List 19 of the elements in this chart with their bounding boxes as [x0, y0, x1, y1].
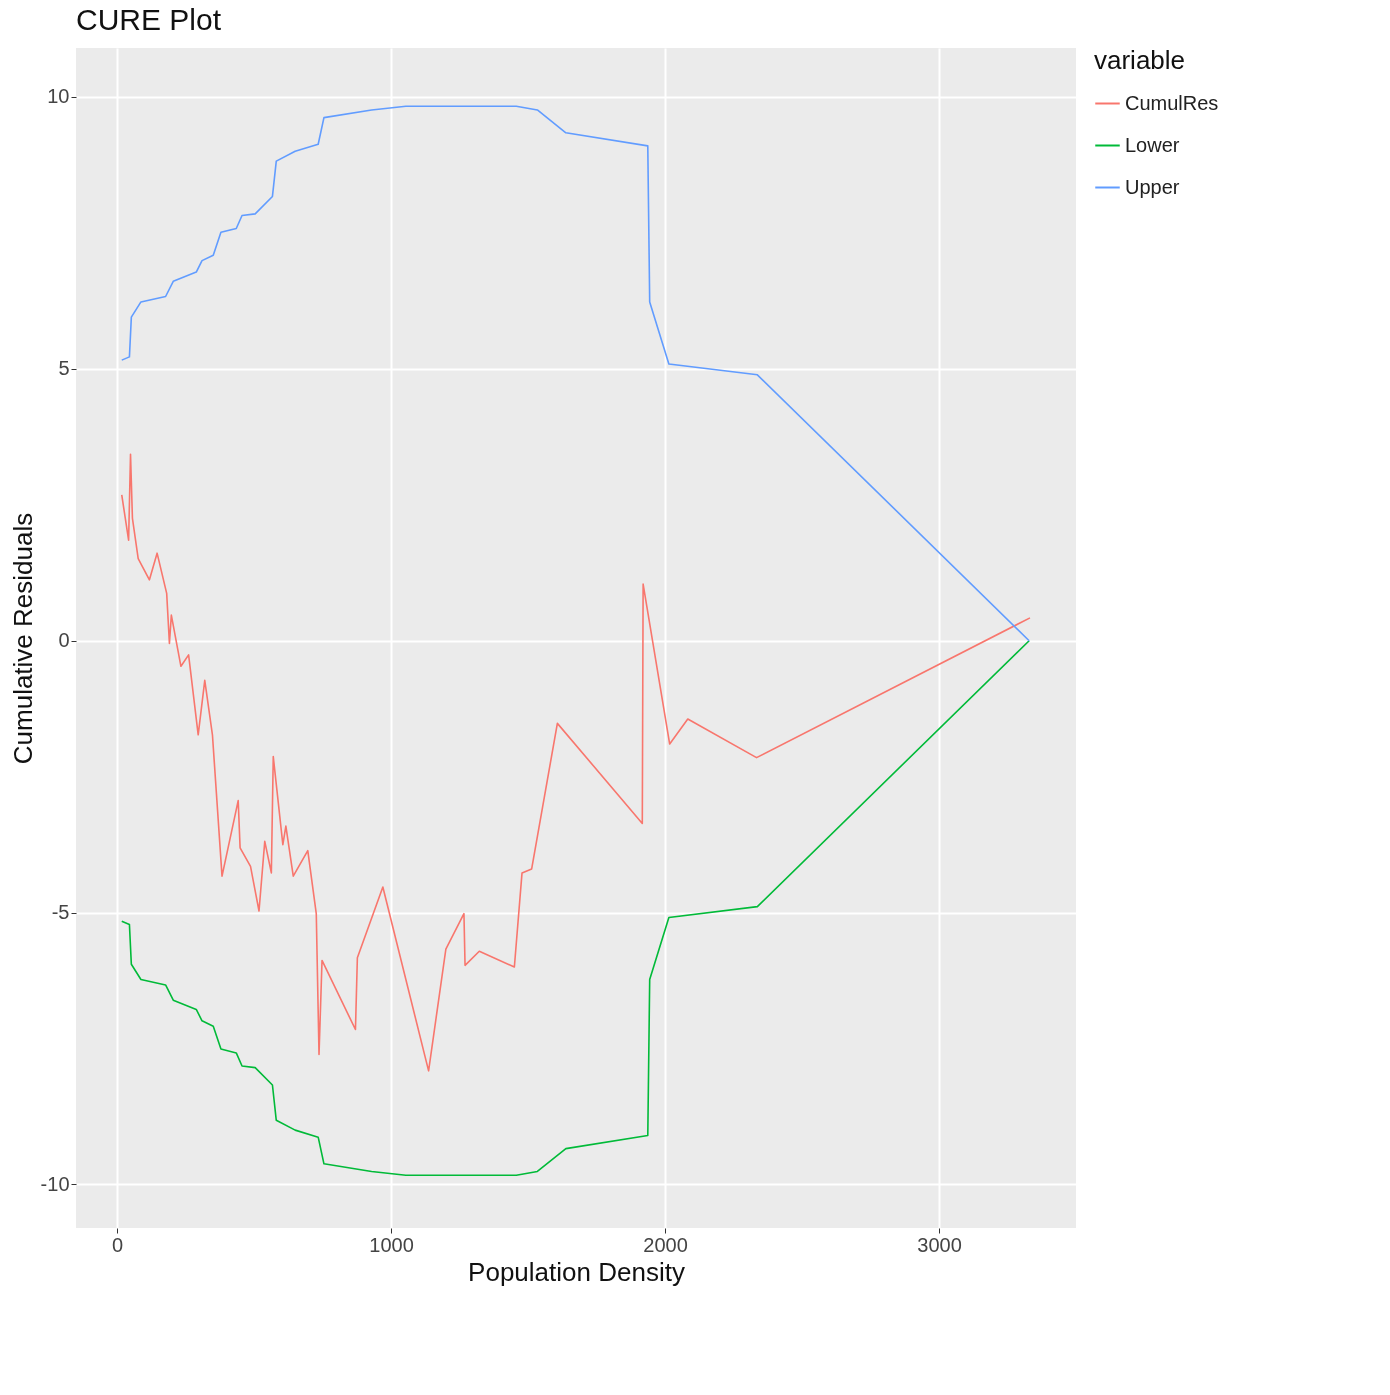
- x-tick-label: 1000: [369, 1233, 414, 1256]
- y-axis-title: Cumulative Residuals: [7, 512, 38, 765]
- y-tick-label: 10: [47, 85, 70, 108]
- legend-label: CumulRes: [1125, 91, 1219, 114]
- chart-title: CURE Plot: [76, 3, 222, 36]
- x-tick-label: 0: [112, 1233, 124, 1256]
- legend-label: Lower: [1125, 133, 1180, 156]
- y-tick-label: 0: [58, 629, 70, 652]
- x-tick-label: 3000: [917, 1233, 962, 1256]
- y-tick-label: -5: [51, 901, 70, 924]
- x-tick-label: 2000: [643, 1233, 688, 1256]
- y-tick-label: 5: [58, 357, 70, 380]
- line-series: [120, 639, 1030, 1177]
- legend-label: Upper: [1125, 175, 1180, 198]
- x-axis-title: Population Density: [468, 1256, 685, 1287]
- y-tick-label: -10: [40, 1173, 70, 1195]
- legend-title: variable: [1094, 45, 1186, 75]
- line-series: [120, 105, 1030, 642]
- line-series: [120, 453, 1031, 1072]
